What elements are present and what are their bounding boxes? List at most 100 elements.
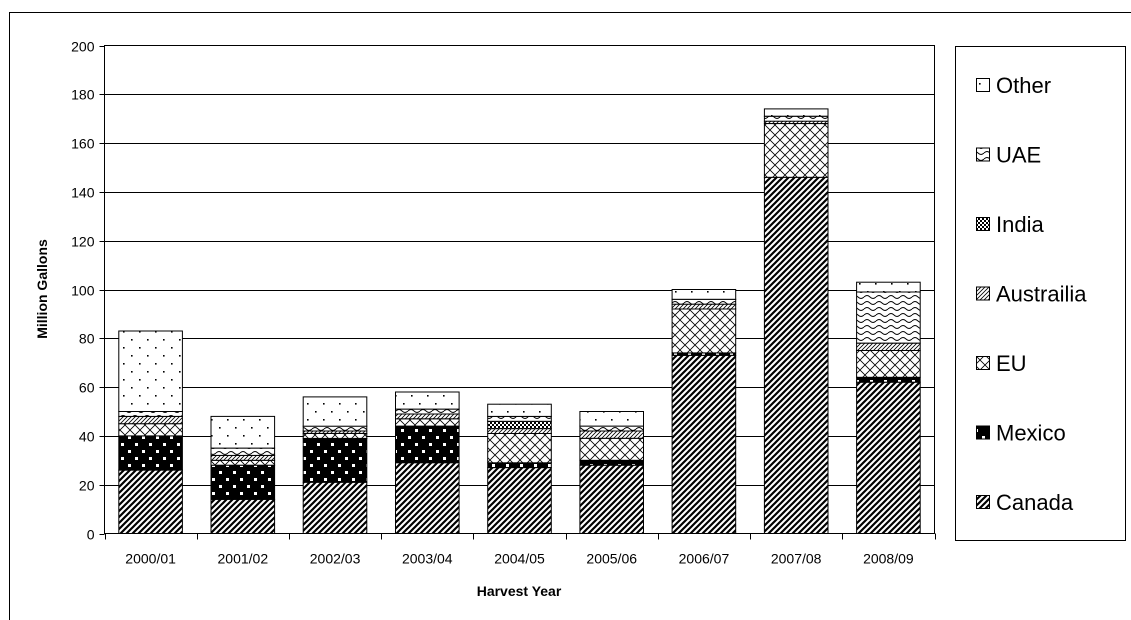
bars [118, 108, 921, 535]
bar-segment-uae [302, 425, 368, 432]
legend-item-india: India [976, 212, 1044, 237]
y-tick-label: 0 [87, 527, 95, 543]
bar-segment-mexico [210, 464, 276, 500]
x-tick-label: 2001/02 [218, 551, 269, 567]
bar-segment-india [487, 420, 552, 430]
bar-segment-other [856, 281, 921, 293]
bar-segment-uae [763, 115, 829, 122]
y-tick-label: 60 [79, 380, 95, 396]
bar-segment-canada [395, 462, 460, 535]
bar-segment-canada [302, 481, 368, 534]
bar-segment-other [763, 108, 829, 117]
legend-item-mexico: Mexico [976, 421, 1066, 446]
legend-swatch [976, 425, 990, 440]
bar-segment-other [395, 391, 460, 410]
y-tick-label: 100 [71, 283, 95, 299]
bar-segment-austrailia [210, 454, 276, 461]
bar-segment-other [210, 415, 276, 449]
bar-segment-eu [763, 123, 829, 178]
bar-segment-canada [210, 498, 276, 534]
y-tick-label: 200 [71, 39, 95, 55]
bar-segment-mexico [302, 437, 368, 483]
bar-segment-uae [118, 411, 183, 417]
bar-segment-mexico [487, 462, 552, 469]
legend-swatch [976, 217, 990, 231]
x-tick-label: 2004/05 [494, 551, 545, 567]
bar-segment-other [671, 289, 737, 300]
x-tick-label: 2002/03 [310, 551, 361, 567]
legend-label: Canada [996, 490, 1074, 515]
bar-segment-canada [487, 467, 552, 535]
legend-label: Austrailia [996, 282, 1087, 307]
bar-segment-uae [579, 425, 645, 432]
y-tick-label: 40 [79, 429, 95, 445]
bar-segment-eu [210, 459, 276, 466]
bar-segment-austrailia [487, 428, 552, 435]
legend-swatch [976, 356, 990, 370]
legend-item-eu: EU [976, 351, 1027, 376]
legend-label: UAE [996, 143, 1041, 168]
legend-label: EU [996, 351, 1027, 376]
y-tick-label: 160 [71, 136, 95, 152]
bar-segment-other [118, 330, 183, 412]
bar-segment-canada [579, 464, 645, 535]
legend-swatch [976, 147, 990, 162]
bar-segment-uae [856, 291, 921, 344]
x-tick-label: 2005/06 [586, 551, 637, 567]
y-tick-label: 140 [71, 185, 95, 201]
bar-segment-mexico [856, 376, 921, 383]
y-tick-label: 120 [71, 234, 95, 250]
bar-segment-eu [856, 350, 921, 378]
y-axis-title: Million Gallons [34, 239, 50, 339]
bar-segment-canada [856, 381, 921, 535]
bar-segment-uae [487, 415, 552, 422]
x-tick-label: 2007/08 [771, 551, 822, 567]
legend: Other UAE India Austrailia EU Mexico Canada [955, 46, 1126, 541]
chart-area-border [9, 12, 1131, 620]
bar-segment-eu [579, 437, 645, 461]
bar-segment-uae [671, 298, 737, 305]
bar-segment-austrailia [118, 415, 183, 425]
bar-segment-eu [487, 433, 552, 464]
bar-segment-eu [671, 308, 737, 354]
y-tick-label: 80 [79, 331, 95, 347]
x-tick-label: 2003/04 [402, 551, 453, 567]
legend-item-canada: Canada [976, 490, 1074, 515]
x-tick-label: 2006/07 [679, 551, 730, 567]
bar-segment-other [302, 396, 368, 427]
bar-segment-other [487, 403, 552, 417]
bar-segment-eu [118, 423, 183, 437]
bar-segment-canada [118, 469, 183, 535]
x-axis-tick-labels: 2000/01 2001/02 2002/03 2003/04 2004/05 2005/… [105, 533, 936, 567]
legend-swatch [976, 78, 990, 92]
bar-segment-austrailia [395, 413, 460, 420]
bar-segment-eu [302, 433, 368, 439]
x-tick-label: 2008/09 [863, 551, 914, 567]
bar-segment-canada [763, 176, 829, 535]
legend-label: Other [996, 73, 1051, 98]
bar-segment-austrailia [671, 303, 737, 310]
bar-segment-uae [210, 447, 276, 456]
legend-item-austrailia: Austrailia [976, 282, 1087, 307]
y-tick-label: 180 [71, 87, 95, 103]
y-tick-label: 20 [79, 478, 95, 494]
legend-item-uae: UAE [976, 143, 1041, 168]
bar-segment-austrailia [579, 430, 645, 439]
bar-segment-other [579, 411, 645, 427]
bar-segment-canada [671, 354, 737, 534]
bar-segment-austrailia [856, 342, 921, 352]
legend-swatch [976, 286, 990, 301]
x-tick-label: 2000/01 [125, 551, 176, 567]
bar-segment-mexico [579, 459, 645, 466]
bar-segment-eu [395, 418, 460, 427]
y-axis-tick-labels: 0 20 40 60 80 100 120 140 160 180 200 [71, 39, 95, 543]
x-axis-title: Harvest Year [477, 583, 562, 599]
legend-label: Mexico [996, 421, 1066, 446]
bar-segment-uae [395, 408, 460, 415]
legend-item-other: Other [976, 73, 1051, 98]
legend-swatch [976, 495, 990, 509]
bar-segment-mexico [118, 435, 183, 471]
legend-label: India [996, 212, 1044, 237]
bar-segment-mexico [395, 425, 460, 464]
